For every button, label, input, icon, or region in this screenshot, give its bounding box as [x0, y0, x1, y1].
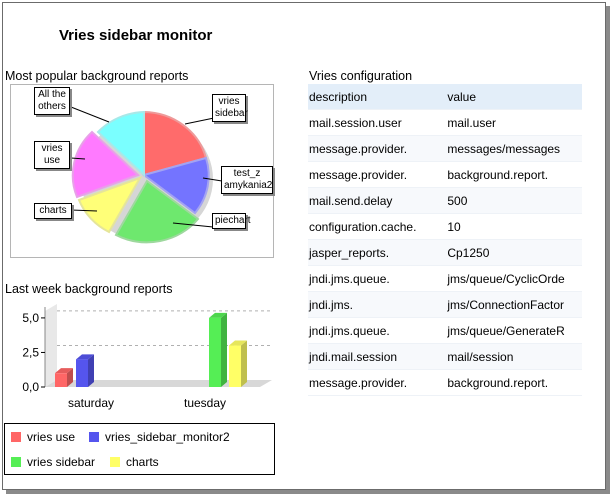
pie-slice-all-the-others — [96, 110, 145, 178]
page-title: Vries sidebar monitor — [59, 27, 213, 44]
legend-label: vries sidebar — [27, 455, 96, 469]
table-row: jndi.jms. jms/ConnectionFactor — [308, 291, 582, 318]
bar-vries-use-saturday — [55, 368, 73, 387]
cell-value: jms/queue/CyclicOrde — [447, 265, 582, 292]
column-header-description: description — [308, 84, 448, 110]
table-row: message.provider. background.report. — [308, 161, 582, 188]
legend-swatch — [11, 457, 21, 467]
pie-chart-heading: Most popular background reports — [5, 69, 189, 83]
bar-charts-tuesday — [229, 340, 247, 387]
cell-value: background.report. — [447, 369, 582, 396]
bar-chart-heading: Last week background reports — [5, 282, 173, 296]
y-tick-label: 2,5 — [22, 345, 39, 359]
config-table: description value mail.session.user mail.… — [308, 84, 582, 396]
legend-label: vries use — [27, 430, 76, 444]
y-tick-label: 5,0 — [22, 311, 39, 325]
legend-swatch — [11, 432, 21, 442]
x-category-label: tuesday — [184, 396, 226, 410]
cell-description: message.provider. — [308, 369, 448, 396]
cell-value: Cp1250 — [447, 239, 582, 266]
cell-value: 500 — [447, 187, 582, 214]
cell-description: configuration.cache. — [308, 213, 448, 240]
table-row: mail.send.delay 500 — [308, 187, 582, 214]
cell-value: 10 — [447, 213, 582, 240]
legend-swatch — [89, 432, 99, 442]
legend-item: vries use — [11, 430, 75, 444]
cell-description: mail.send.delay — [308, 187, 448, 214]
pie-slice-vries-use — [71, 130, 140, 199]
table-row: jndi.mail.session mail/session — [308, 343, 582, 370]
callout-test-zamykania2: test_z amykania2 — [221, 166, 273, 194]
cell-description: jndi.jms.queue. — [308, 265, 448, 292]
callout-all-the-others: All the others — [34, 87, 70, 115]
legend-label: vries_sidebar_monitor2 — [105, 430, 230, 444]
cell-description: jasper_reports. — [308, 239, 448, 266]
config-heading: Vries configuration — [309, 69, 413, 83]
legend-swatch — [110, 457, 120, 467]
pie-slice-test-zamykania2 — [141, 156, 210, 215]
bar-chart: 0,0 2,5 5,0 saturday tuesday — [22, 304, 272, 410]
legend-item: vries_sidebar_monitor2 — [89, 430, 230, 444]
table-row: jasper_reports. Cp1250 — [308, 239, 582, 266]
table-row: mail.session.user mail.user — [308, 109, 582, 136]
column-header-value: value — [447, 84, 582, 110]
x-category-label: saturday — [68, 396, 114, 410]
callout-piechart: piechart — [212, 213, 251, 229]
cell-description: message.provider. — [308, 135, 448, 162]
y-tick-label: 0,0 — [22, 380, 39, 394]
legend-item: vries sidebar — [11, 455, 95, 469]
pie-slice-piechart — [114, 179, 200, 244]
cell-value: jms/queue/GenerateR — [447, 317, 582, 344]
legend-item: charts — [110, 455, 159, 469]
table-row: jndi.jms.queue. jms/queue/CyclicOrde — [308, 265, 582, 292]
bar-chart-legend: vries use vries_sidebar_monitor2 vries s… — [4, 423, 275, 475]
callout-vries-use: vries use — [34, 141, 70, 169]
table-header-row: description value — [308, 84, 582, 110]
legend-label: charts — [126, 455, 159, 469]
bar-vries-sidebar-monitor2-saturday — [76, 354, 94, 387]
cell-description: jndi.mail.session — [308, 343, 448, 370]
cell-value: mail/session — [447, 343, 582, 370]
table-row: configuration.cache. 10 — [308, 213, 582, 240]
pie-slice-charts — [77, 176, 143, 234]
pie-slice-vries-sidebar — [143, 110, 208, 177]
table-row: message.provider. background.report. — [308, 369, 582, 396]
bar-vries-sidebar-tuesday — [209, 312, 227, 387]
chart-wall — [45, 304, 57, 387]
cell-description: jndi.jms.queue. — [308, 317, 448, 344]
cell-value: jms/ConnectionFactor — [447, 291, 582, 318]
cell-value: mail.user — [447, 109, 582, 136]
cell-value: background.report. — [447, 161, 582, 188]
table-row: jndi.jms.queue. jms/queue/GenerateR — [308, 317, 582, 344]
cell-description: message.provider. — [308, 161, 448, 188]
pie-leader-lines — [70, 106, 223, 228]
cell-value: messages/messages — [447, 135, 582, 162]
cell-description: mail.session.user — [308, 109, 448, 136]
callout-vries-sidebar: vries sidebar — [212, 94, 248, 122]
table-row: message.provider. messages/messages — [308, 135, 582, 162]
callout-charts: charts — [34, 203, 72, 219]
cell-description: jndi.jms. — [308, 291, 448, 318]
pie-chart — [70, 106, 223, 244]
